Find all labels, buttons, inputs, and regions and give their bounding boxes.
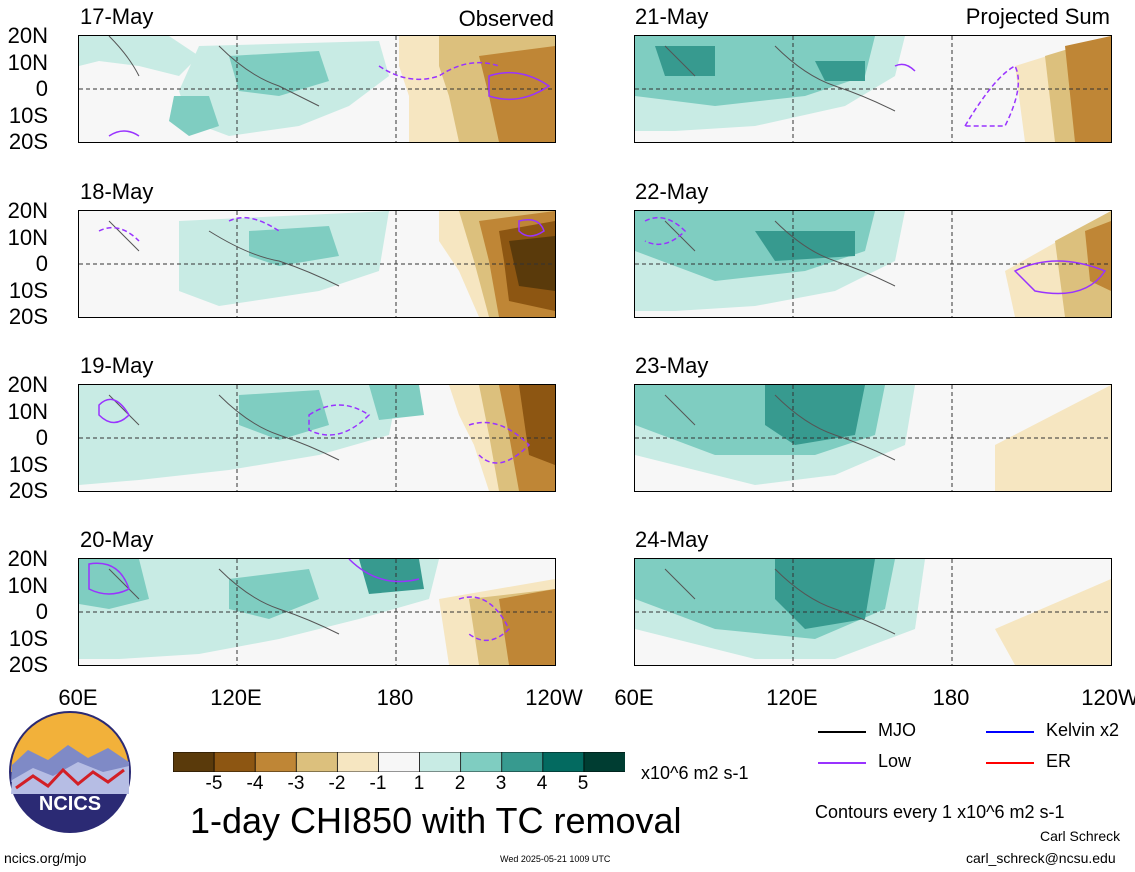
- lat-label: 0: [35, 599, 48, 624]
- footer-author: Carl Schreck: [1040, 828, 1121, 844]
- lat-label: 10N: [7, 573, 48, 598]
- legend-label-kelvin: Kelvin x2: [1046, 720, 1120, 740]
- lat-label: 20S: [8, 652, 48, 677]
- lat-label: 10S: [8, 626, 48, 651]
- shading: [635, 559, 1111, 665]
- legend-line-low: [818, 762, 866, 764]
- footer-email[interactable]: carl_schreck@ncsu.edu: [966, 850, 1116, 866]
- footer-url[interactable]: ncics.org/mjo: [4, 850, 87, 866]
- lat-label: 20S: [8, 478, 48, 503]
- footer-timestamp: Wed 2025-05-21 1009 UTC: [500, 854, 611, 864]
- lat-label: 10N: [7, 399, 48, 424]
- panel-date-left-1: 17-May: [80, 4, 154, 29]
- lat-label: 20N: [7, 372, 48, 397]
- panel-date-right-2: 22-May: [635, 179, 709, 204]
- lat-label: 10S: [8, 103, 48, 128]
- colorbar-swatch: [213, 751, 257, 773]
- lat-label: 20N: [7, 198, 48, 223]
- lon-label-right: 120W: [1081, 685, 1135, 710]
- lat-label: 20S: [8, 304, 48, 329]
- colorbar-label: 2: [454, 773, 466, 794]
- panel-date-left-4: 20-May: [80, 527, 154, 552]
- lat-label: 0: [35, 425, 48, 450]
- colorbar-label: -5: [205, 773, 223, 794]
- colorbar-swatch: [460, 751, 503, 773]
- colorbar-swatch: [254, 751, 298, 773]
- panel-date-right-4: 24-May: [635, 527, 709, 552]
- map-panel-projected-3: [634, 384, 1112, 492]
- map-panel-observed-3: [78, 384, 556, 492]
- colorbar-swatch: [378, 751, 421, 773]
- lat-label: 0: [35, 251, 48, 276]
- map-panel-projected-4: [634, 558, 1112, 666]
- colorbar-swatch: [542, 751, 585, 773]
- colorbar-label: 1: [413, 773, 425, 794]
- colorbar-swatch: [501, 751, 544, 773]
- colorbar-label: -1: [369, 773, 387, 794]
- lat-label: 20N: [7, 546, 48, 571]
- panel-date-right-1: 21-May: [635, 4, 709, 29]
- lon-label-right: 60E: [614, 685, 654, 710]
- legend-line-er: [986, 762, 1034, 764]
- map-panel-observed-1: [78, 35, 556, 143]
- colorbar-label: 3: [495, 773, 507, 794]
- lat-label: 20S: [8, 129, 48, 154]
- shading: [635, 211, 1111, 317]
- lon-label-right: 120E: [766, 685, 818, 710]
- lon-label-left: 120W: [525, 685, 583, 710]
- map-panel-observed-4: [78, 558, 556, 666]
- colorbar-label: -2: [328, 773, 346, 794]
- logo-text: NCICS: [39, 793, 101, 815]
- colorbar-label: -3: [287, 773, 305, 794]
- main-title: 1-day CHI850 with TC removal: [190, 800, 682, 841]
- legend-line-mjo: [818, 731, 866, 733]
- colorbar-label: -4: [246, 773, 264, 794]
- colorbar-swatch: [295, 751, 339, 773]
- map-panel-projected-1: [634, 35, 1112, 143]
- lon-label-left: 60E: [58, 685, 98, 710]
- shading: [635, 385, 1111, 491]
- panel-date-left-3: 19-May: [80, 353, 154, 378]
- lat-label: 10N: [7, 50, 48, 75]
- colorbar-swatch: [336, 751, 380, 773]
- projected-title: Projected Sum: [965, 4, 1110, 29]
- legend-label-mjo: MJO: [878, 720, 916, 740]
- observed-title: Observed: [458, 6, 554, 31]
- legend-line-kelvin: [986, 731, 1034, 733]
- legend-label-er: ER: [1046, 751, 1072, 771]
- lat-label: 10S: [8, 278, 48, 303]
- colorbar-label: 5: [577, 773, 589, 794]
- lat-label: 10N: [7, 225, 48, 250]
- colorbar-swatch: [419, 751, 462, 773]
- ncics-logo: NCICS: [8, 710, 132, 834]
- map-panel-projected-2: [634, 210, 1112, 318]
- legend-label-low: Low: [878, 751, 912, 771]
- colorbar-label: 4: [536, 773, 548, 794]
- lat-label: 20N: [7, 23, 48, 48]
- colorbar-units: x10^6 m2 s-1: [641, 763, 749, 783]
- lon-label-right: 180: [932, 685, 970, 710]
- lat-label: 10S: [8, 452, 48, 477]
- map-panel-observed-2: [78, 210, 556, 318]
- lon-label-left: 120E: [210, 685, 262, 710]
- lat-label: 0: [35, 76, 48, 101]
- panel-date-left-2: 18-May: [80, 179, 154, 204]
- lon-label-left: 180: [376, 685, 414, 710]
- contour-note: Contours every 1 x10^6 m2 s-1: [815, 802, 1065, 822]
- panel-date-right-3: 23-May: [635, 353, 709, 378]
- colorbar: [172, 751, 626, 773]
- colorbar-swatch: [172, 751, 215, 773]
- colorbar-swatch: [583, 751, 626, 773]
- shading: [79, 559, 555, 665]
